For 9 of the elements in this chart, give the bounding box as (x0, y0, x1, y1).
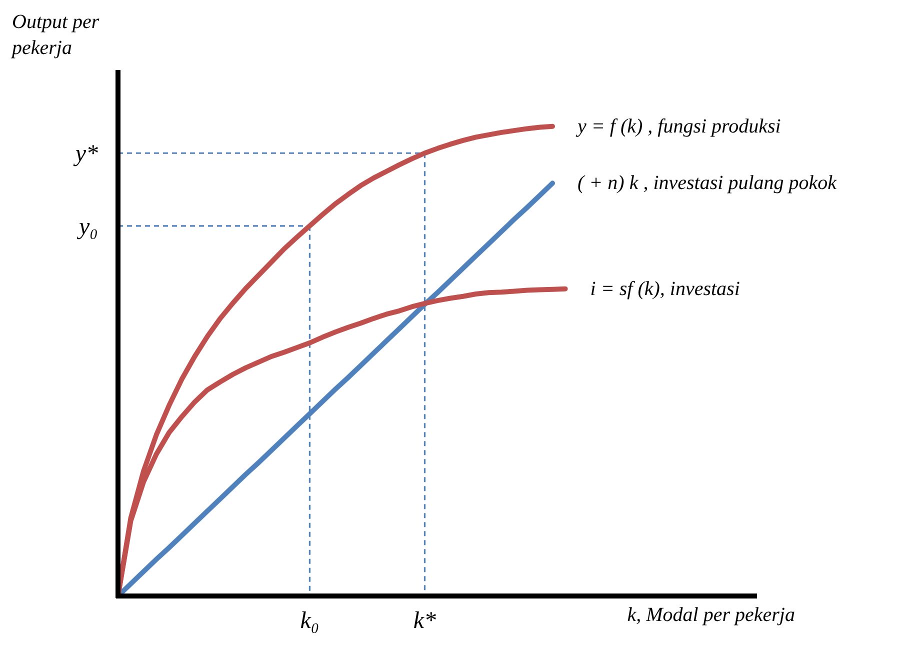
ref-line-label: y* (73, 141, 98, 168)
x-tick-label: k* (413, 608, 436, 634)
series-label: y = f (k) , fungsi produksi (576, 115, 781, 138)
series-label: i = sf (k), investasi (590, 278, 740, 300)
x-tick-label: k₀ (300, 608, 320, 634)
x-axis-title: k, Modal per pekerja (627, 604, 795, 626)
y-axis-title: Output per pekerja (10, 11, 100, 59)
ref-line-label: y₀ (77, 214, 98, 240)
series-label: ( + n) k , investasi pulang pokok (578, 172, 838, 194)
